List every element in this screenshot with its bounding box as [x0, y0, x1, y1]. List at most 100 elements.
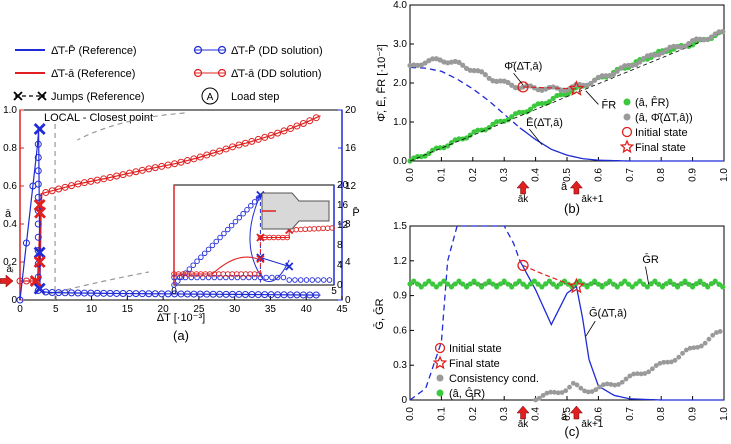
- series-red-point: [183, 157, 191, 165]
- inset-blue-point: [209, 242, 216, 249]
- series-gr-point: [448, 284, 455, 290]
- series-gr-point: [501, 278, 507, 284]
- series-red-point: [267, 131, 275, 139]
- y-tick-label: 3.0: [393, 39, 407, 50]
- y-left-tick-label: 1.0: [3, 105, 17, 116]
- legend-swatch-x: [37, 91, 47, 101]
- legend-swatch-final: [432, 355, 448, 370]
- series-consistency-point: [710, 332, 716, 338]
- series-red-point: [274, 129, 282, 137]
- series-phi-point: [652, 52, 658, 58]
- series-gr-point: [505, 281, 511, 287]
- x-tick-label: 20: [158, 304, 170, 315]
- series-consistency-point: [574, 382, 580, 388]
- x-tick-label: 0.1: [436, 407, 447, 421]
- series-red-point: [100, 175, 108, 183]
- series-consistency-point: [604, 381, 610, 387]
- inset-jump-marker: [285, 262, 294, 271]
- series-red-point: [164, 161, 172, 169]
- inset-blue-point: [280, 274, 287, 281]
- series-gr-point: [527, 281, 534, 287]
- specimen-icon: [261, 192, 330, 230]
- series-gr-point: [411, 278, 417, 284]
- series-red-point: [74, 180, 82, 188]
- series-phi-point: [414, 62, 421, 68]
- series-gr-point: [644, 284, 650, 290]
- series-red-point: [299, 119, 307, 127]
- fr-leader: [585, 90, 599, 105]
- guide-dashed-curve: [48, 271, 149, 295]
- inset-blue-point: [321, 277, 327, 283]
- series-fr-point: [539, 100, 545, 107]
- series-consistency-point: [559, 390, 565, 395]
- series-phi-point: [682, 43, 688, 49]
- series-phi-point: [592, 77, 598, 83]
- legend-swatch-red-circle: [193, 68, 203, 78]
- inset-y-tick: 16: [337, 200, 349, 211]
- series-gr-point: [482, 281, 488, 287]
- x-tick-label: 35: [265, 304, 277, 315]
- x-tick-label: 0.6: [593, 168, 604, 182]
- inset-blue-point: [257, 274, 264, 281]
- legend-swatch-x: [13, 91, 23, 101]
- series-red-point: [93, 176, 101, 184]
- series-phi-point: [622, 63, 628, 69]
- series-phi-point: [618, 65, 624, 71]
- phi-leader: [513, 72, 524, 86]
- series-fr-point: [456, 136, 462, 142]
- series-gr-point: [535, 281, 541, 287]
- series-consistency-point: [619, 379, 625, 385]
- series-gr-point: [708, 281, 715, 287]
- series-consistency-point: [552, 389, 557, 395]
- inset-blue-point: [234, 274, 241, 281]
- inset-blue-point: [177, 274, 183, 281]
- series-consistency-point: [661, 359, 667, 365]
- x-tick-label: 45: [336, 304, 348, 315]
- series-phi-point: [422, 60, 428, 66]
- jump-marker: [33, 256, 46, 268]
- series-gr-point: [512, 281, 519, 287]
- y-tick-label: 1.5: [393, 221, 407, 232]
- series-gr-point: [674, 284, 681, 290]
- series-gr-point: [494, 284, 500, 290]
- series-phi-point: [637, 59, 643, 65]
- series-red-point: [132, 168, 140, 176]
- a-k1-arrow: [569, 180, 583, 195]
- series-gr-point: [550, 281, 556, 287]
- series-gr-point: [716, 281, 722, 287]
- inset-blue-point: [246, 274, 252, 281]
- series-blue-point: [22, 239, 30, 247]
- series-gr-point: [682, 278, 688, 284]
- x-tick-label: 0.8: [656, 168, 667, 182]
- y-left-tick-label: 0: [11, 295, 17, 306]
- series-red-point: [138, 166, 146, 174]
- jump-marker: [29, 275, 42, 287]
- inset-blue-point: [228, 274, 235, 281]
- series-consistency-point: [714, 330, 719, 335]
- x-tick-label: 25: [193, 304, 205, 315]
- series-consistency-point: [585, 389, 591, 395]
- series-phi-point: [705, 36, 711, 42]
- inset-y-tick: 0: [337, 280, 343, 291]
- series-fr-point: [524, 109, 530, 115]
- series-consistency-point: [612, 382, 618, 388]
- series-gr-point: [478, 284, 485, 290]
- series-red-point: [209, 149, 217, 157]
- series-gr-point: [667, 278, 673, 284]
- a-k1-arrow: [569, 405, 583, 420]
- inset-blue-point: [286, 277, 292, 283]
- series-blue-point: [34, 154, 42, 161]
- guide-dashed-curve: [76, 112, 185, 141]
- series-red-point: [196, 153, 204, 161]
- jump-marker: [33, 123, 46, 135]
- series-phi-point: [588, 80, 594, 87]
- series-red-point: [203, 151, 211, 159]
- series-gr-point: [558, 281, 564, 287]
- series-gr-point: [516, 278, 522, 284]
- series-gr-point: [441, 278, 447, 284]
- y-tick-label: 2.0: [393, 78, 407, 89]
- series-red-point: [80, 179, 88, 187]
- legend-label: Δ̄T-ā (DD solution): [231, 68, 321, 80]
- series-gr-point: [588, 281, 594, 287]
- series-consistency-point: [548, 389, 554, 395]
